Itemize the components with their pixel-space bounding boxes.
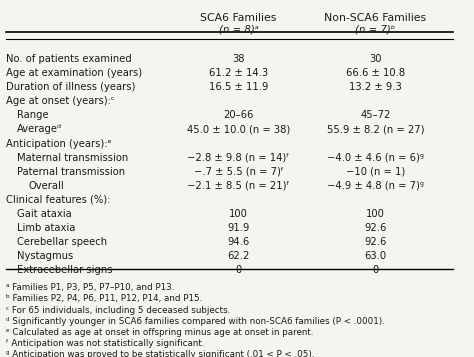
Text: 66.6 ± 10.8: 66.6 ± 10.8 bbox=[346, 68, 405, 78]
Text: Age at onset (years):ᶜ: Age at onset (years):ᶜ bbox=[6, 96, 115, 106]
Text: 55.9 ± 8.2 (n = 27): 55.9 ± 8.2 (n = 27) bbox=[327, 125, 424, 135]
Text: Maternal transmission: Maternal transmission bbox=[18, 152, 128, 162]
Text: Duration of illness (years): Duration of illness (years) bbox=[6, 82, 135, 92]
Text: 13.2 ± 9.3: 13.2 ± 9.3 bbox=[349, 82, 401, 92]
Text: Non-SCA6 Families: Non-SCA6 Families bbox=[324, 13, 427, 23]
Text: Clinical features (%):: Clinical features (%): bbox=[6, 195, 110, 205]
Text: (n = 8)ᵃ: (n = 8)ᵃ bbox=[219, 24, 258, 34]
Text: Extracebellar signs: Extracebellar signs bbox=[18, 265, 113, 275]
Text: −.7 ± 5.5 (n = 7)ᶠ: −.7 ± 5.5 (n = 7)ᶠ bbox=[194, 167, 283, 177]
Text: Age at examination (years): Age at examination (years) bbox=[6, 68, 142, 78]
Text: Gait ataxia: Gait ataxia bbox=[18, 209, 72, 219]
Text: 92.6: 92.6 bbox=[364, 223, 386, 233]
Text: −2.8 ± 9.8 (n = 14)ᶠ: −2.8 ± 9.8 (n = 14)ᶠ bbox=[187, 152, 290, 162]
Text: ᶠ Anticipation was not statistically significant.: ᶠ Anticipation was not statistically sig… bbox=[6, 339, 204, 348]
Text: −2.1 ± 8.5 (n = 21)ᶠ: −2.1 ± 8.5 (n = 21)ᶠ bbox=[187, 181, 290, 191]
Text: Anticipation (years):ᵉ: Anticipation (years):ᵉ bbox=[6, 139, 112, 149]
Text: −4.9 ± 4.8 (n = 7)ᵍ: −4.9 ± 4.8 (n = 7)ᵍ bbox=[327, 181, 424, 191]
Text: 16.5 ± 11.9: 16.5 ± 11.9 bbox=[209, 82, 268, 92]
Text: Overall: Overall bbox=[29, 181, 64, 191]
Text: 62.2: 62.2 bbox=[228, 251, 250, 261]
Text: 45.0 ± 10.0 (n = 38): 45.0 ± 10.0 (n = 38) bbox=[187, 125, 290, 135]
Text: 100: 100 bbox=[229, 209, 248, 219]
Text: (n = 7)ᵇ: (n = 7)ᵇ bbox=[355, 24, 395, 34]
Text: 38: 38 bbox=[232, 54, 245, 64]
Text: 100: 100 bbox=[366, 209, 385, 219]
Text: ᵇ Families P2, P4, P6, P11, P12, P14, and P15.: ᵇ Families P2, P4, P6, P11, P12, P14, an… bbox=[6, 295, 202, 303]
Text: ᵉ Calculated as age at onset in offspring minus age at onset in parent.: ᵉ Calculated as age at onset in offsprin… bbox=[6, 328, 313, 337]
Text: ᵈ Significantly younger in SCA6 families compared with non-SCA6 families (P < .0: ᵈ Significantly younger in SCA6 families… bbox=[6, 317, 385, 326]
Text: Cerebellar speech: Cerebellar speech bbox=[18, 237, 108, 247]
Text: 45–72: 45–72 bbox=[360, 110, 391, 120]
Text: 91.9: 91.9 bbox=[228, 223, 250, 233]
Text: −10 (n = 1): −10 (n = 1) bbox=[346, 167, 405, 177]
Text: 94.6: 94.6 bbox=[228, 237, 250, 247]
Text: 30: 30 bbox=[369, 54, 382, 64]
Text: 20–66: 20–66 bbox=[223, 110, 254, 120]
Text: 0: 0 bbox=[372, 265, 378, 275]
Text: Range: Range bbox=[18, 110, 49, 120]
Text: 63.0: 63.0 bbox=[364, 251, 386, 261]
Text: 92.6: 92.6 bbox=[364, 237, 386, 247]
Text: Paternal transmission: Paternal transmission bbox=[18, 167, 126, 177]
Text: Averageᵈ: Averageᵈ bbox=[18, 125, 63, 135]
Text: No. of patients examined: No. of patients examined bbox=[6, 54, 132, 64]
Text: Limb ataxia: Limb ataxia bbox=[18, 223, 76, 233]
Text: ᵃ Families P1, P3, P5, P7–P10, and P13.: ᵃ Families P1, P3, P5, P7–P10, and P13. bbox=[6, 283, 174, 292]
Text: SCA6 Families: SCA6 Families bbox=[201, 13, 277, 23]
Text: ᶜ For 65 individuals, including 5 deceased subjects.: ᶜ For 65 individuals, including 5 deceas… bbox=[6, 306, 230, 315]
Text: ᵍ Anticipation was proved to be statistically significant (.01 < P < .05).: ᵍ Anticipation was proved to be statisti… bbox=[6, 350, 314, 357]
Text: −4.0 ± 4.6 (n = 6)ᵍ: −4.0 ± 4.6 (n = 6)ᵍ bbox=[327, 152, 424, 162]
Text: 61.2 ± 14.3: 61.2 ± 14.3 bbox=[209, 68, 268, 78]
Text: Nystagmus: Nystagmus bbox=[18, 251, 73, 261]
Text: 0: 0 bbox=[236, 265, 242, 275]
